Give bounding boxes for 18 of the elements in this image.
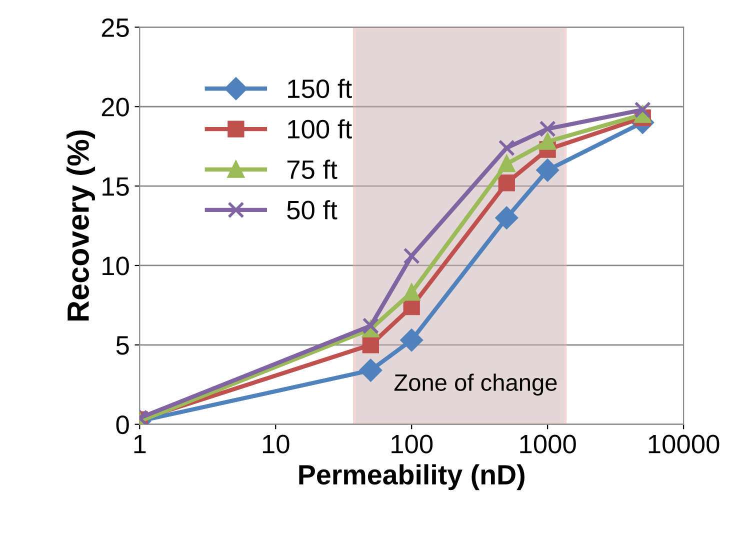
x-tick-label: 10	[262, 434, 290, 454]
y-tick-label: 0	[116, 415, 129, 434]
legend-label: 100 ft	[288, 119, 352, 139]
legend-label: 50 ft	[287, 200, 338, 220]
x-tick-label: 10000	[648, 434, 720, 454]
band-label: Zone of change	[394, 374, 557, 396]
x-axis-title: Permeability (nD)	[299, 464, 524, 490]
x-tick-label: 1000	[520, 434, 576, 454]
y-tick-label: 10	[102, 256, 129, 276]
y-axis-title: Recovery (%)	[66, 130, 96, 321]
x-tick-label: 1	[134, 435, 146, 454]
y-tick-label: 5	[116, 336, 129, 355]
x-tick-label: 100	[392, 434, 433, 454]
y-tick-label: 25	[102, 18, 129, 38]
y-tick-label: 20	[102, 98, 129, 116]
legend-label: 75 ft	[287, 160, 338, 179]
y-tick-label: 15	[102, 177, 129, 196]
legend-label: 150 ft	[288, 78, 352, 98]
